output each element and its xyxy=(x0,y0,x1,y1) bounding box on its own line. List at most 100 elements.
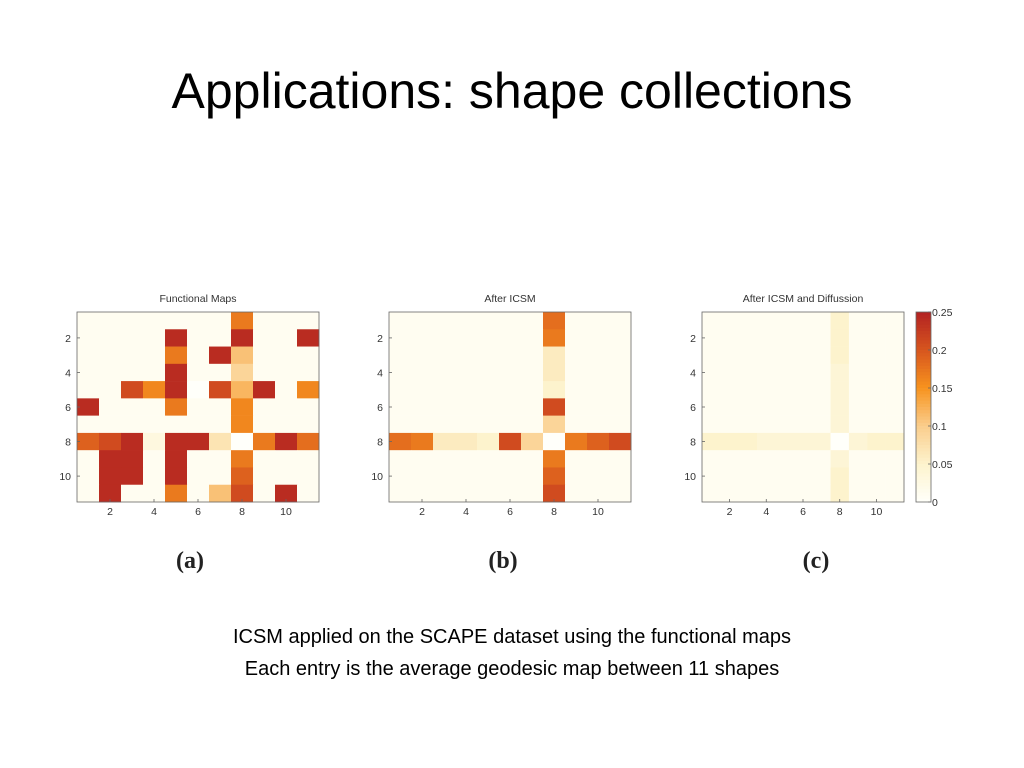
heatmap-cell xyxy=(775,346,795,365)
heatmap-cell xyxy=(165,415,188,434)
heatmap-cell xyxy=(297,450,320,468)
heatmap-cell xyxy=(253,450,276,468)
heatmap-cell xyxy=(521,346,544,365)
heatmap-cell xyxy=(587,329,610,347)
heatmap-cell xyxy=(389,398,412,416)
heatmap-cell xyxy=(521,467,544,486)
heatmap-cell xyxy=(775,415,795,434)
heatmap-cell xyxy=(389,312,412,330)
heatmap-cell xyxy=(253,329,276,347)
heatmap-cell xyxy=(587,363,610,382)
heatmap-cell xyxy=(455,450,478,468)
heatmap-cell xyxy=(720,450,740,468)
heatmap-cell xyxy=(411,346,434,365)
heatmap-cell xyxy=(455,398,478,416)
heatmap-cell xyxy=(231,312,254,330)
heatmap-cell xyxy=(720,432,740,451)
heatmap-cell xyxy=(121,381,144,399)
heatmap-cell xyxy=(702,363,721,382)
heatmap-cell xyxy=(389,467,412,486)
heatmap-cell xyxy=(867,398,886,416)
heatmap-cell xyxy=(253,312,276,330)
colorbar-segment xyxy=(916,324,931,329)
colorbar-segment xyxy=(916,429,931,433)
heatmap-cell xyxy=(99,467,122,486)
colorbar-segment xyxy=(916,467,931,471)
colorbar-tick-label: 0 xyxy=(932,497,938,509)
heatmap-cell xyxy=(165,484,188,503)
heatmap-cell xyxy=(543,312,566,330)
heatmap-cell xyxy=(499,312,522,330)
heatmap-cell xyxy=(793,329,813,347)
heatmap-cell xyxy=(543,432,566,451)
heatmap-cell xyxy=(793,450,813,468)
heatmap-cell xyxy=(867,329,886,347)
colorbar-segment xyxy=(916,350,931,354)
heatmap-cell xyxy=(165,381,188,399)
heatmap-cell xyxy=(720,346,740,365)
heatmap-cell xyxy=(521,415,544,434)
heatmap-cell xyxy=(848,398,868,416)
heatmap-cell xyxy=(411,312,434,330)
heatmap-cell xyxy=(587,346,610,365)
heatmap-cell xyxy=(165,398,188,416)
caption-line-2: Each entry is the average geodesic map b… xyxy=(244,658,780,680)
heatmap-cell xyxy=(738,467,758,486)
colorbar-segment xyxy=(916,445,931,449)
heatmap-cell xyxy=(275,363,298,382)
heatmap-cell xyxy=(543,346,566,365)
heatmap-cell xyxy=(455,329,478,347)
heatmap-cell xyxy=(775,484,795,503)
heatmap-cell xyxy=(720,484,740,503)
colorbar-tick-label: 0.15 xyxy=(932,383,953,395)
colorbar-segment xyxy=(916,346,931,351)
heatmap-cell xyxy=(477,484,500,503)
heatmap-cell xyxy=(848,312,868,330)
colorbar-segment xyxy=(916,318,931,322)
x-tick-label: 10 xyxy=(592,506,604,518)
colorbar-segment xyxy=(916,331,931,335)
heatmap-cell xyxy=(253,484,276,503)
heatmap-cell xyxy=(253,363,276,382)
heatmap-cell xyxy=(187,484,210,503)
heatmap-cell xyxy=(209,363,232,382)
heatmap-cell xyxy=(848,484,868,503)
heatmap-cell xyxy=(253,381,276,399)
x-tick-label: 8 xyxy=(239,506,245,518)
heatmap-cell xyxy=(830,312,850,330)
heatmap-cell xyxy=(209,450,232,468)
heatmap-cell xyxy=(411,415,434,434)
heatmap-cell xyxy=(411,381,434,399)
chart-title: After ICSM and Diffussion xyxy=(743,293,864,305)
heatmap-cell xyxy=(848,432,868,451)
colorbar-segment xyxy=(916,495,931,500)
heatmap-cell xyxy=(297,415,320,434)
heatmap-cell xyxy=(275,467,298,486)
y-tick-label: 2 xyxy=(377,333,383,345)
heatmap-cell xyxy=(587,312,610,330)
colorbar-segment xyxy=(916,432,931,436)
heatmap-cell xyxy=(187,363,210,382)
heatmap-cell xyxy=(885,363,905,382)
colorbar-segment xyxy=(916,397,931,402)
x-tick-label: 8 xyxy=(837,506,843,518)
heatmap-cell xyxy=(757,450,776,468)
heatmap-cell xyxy=(565,432,588,451)
x-tick-label: 8 xyxy=(551,506,557,518)
heatmap-cell xyxy=(793,381,813,399)
colorbar-segment xyxy=(916,479,931,484)
colorbar-segment xyxy=(916,426,931,430)
colorbar-segment xyxy=(916,340,931,345)
colorbar-segment xyxy=(916,460,931,465)
heatmap-cell xyxy=(812,467,831,486)
heatmap-cell xyxy=(455,381,478,399)
heatmap-cell xyxy=(793,312,813,330)
heatmap-cell xyxy=(143,329,166,347)
heatmap-cell xyxy=(477,467,500,486)
heatmap-cell xyxy=(143,484,166,503)
heatmap-cell xyxy=(848,363,868,382)
heatmap-cell xyxy=(793,484,813,503)
heatmap-cell xyxy=(165,312,188,330)
heatmap-cell xyxy=(738,415,758,434)
heatmap-cell xyxy=(757,329,776,347)
